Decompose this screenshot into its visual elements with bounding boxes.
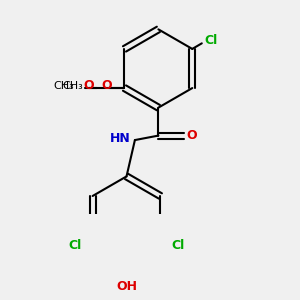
Text: O: O (101, 79, 112, 92)
Text: CH₃: CH₃ (53, 81, 74, 92)
Text: CH₃: CH₃ (62, 81, 83, 91)
Text: Cl: Cl (172, 239, 185, 252)
Text: O: O (186, 129, 197, 142)
Text: OH: OH (116, 280, 137, 293)
Text: Cl: Cl (205, 34, 218, 47)
Text: Cl: Cl (68, 239, 81, 252)
Text: O: O (83, 79, 94, 92)
Text: HN: HN (110, 132, 131, 145)
